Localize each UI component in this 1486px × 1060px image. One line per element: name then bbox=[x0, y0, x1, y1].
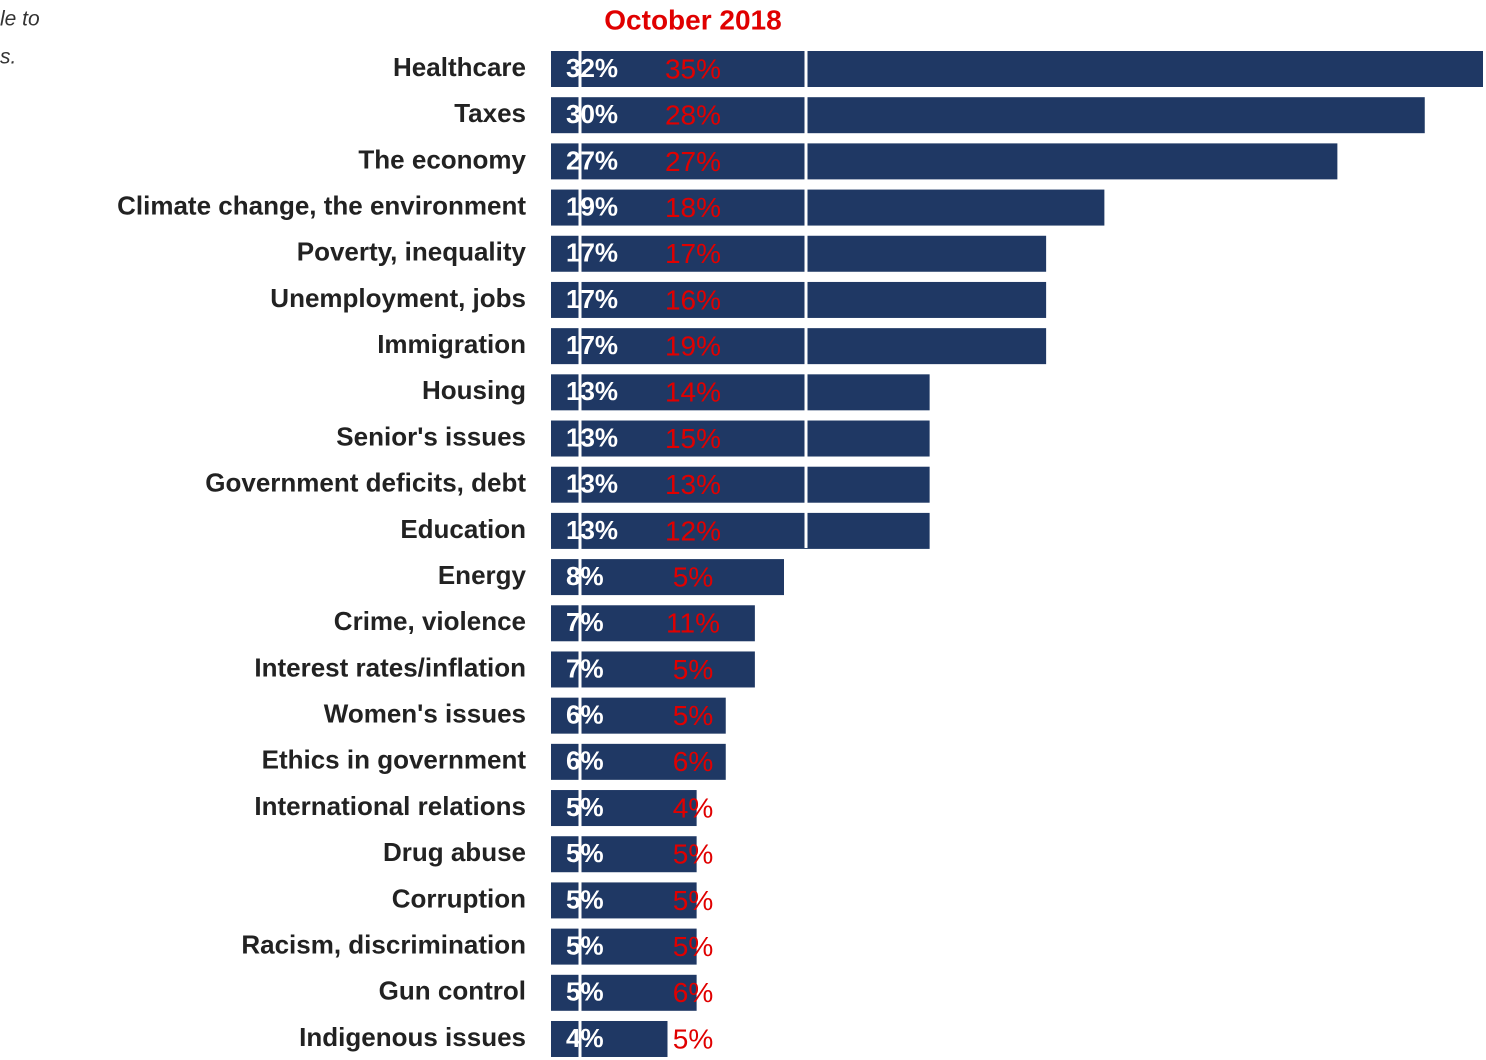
category-label: International relations bbox=[254, 791, 526, 821]
value-label: 13% bbox=[566, 422, 618, 452]
bar bbox=[551, 420, 930, 457]
bar bbox=[551, 51, 1483, 87]
value-label: 5% bbox=[566, 792, 604, 822]
category-label: Women's issues bbox=[324, 699, 526, 729]
comparison-label: 5% bbox=[673, 1023, 713, 1054]
comparison-label: 13% bbox=[665, 469, 721, 500]
comparison-label: 5% bbox=[673, 931, 713, 962]
value-label: 6% bbox=[566, 746, 604, 776]
value-label: 6% bbox=[566, 700, 604, 730]
value-label: 5% bbox=[566, 930, 604, 960]
bar bbox=[551, 143, 1338, 180]
comparison-label: 28% bbox=[665, 100, 721, 131]
comparison-label: 5% bbox=[673, 885, 713, 916]
value-label: 5% bbox=[566, 977, 604, 1007]
category-label: Ethics in government bbox=[262, 745, 527, 775]
value-label: 17% bbox=[566, 284, 618, 314]
category-label: Healthcare bbox=[393, 52, 526, 82]
value-label: 13% bbox=[566, 376, 618, 406]
note: le to bbox=[0, 8, 40, 31]
category-label: Education bbox=[400, 514, 526, 544]
value-label: 30% bbox=[566, 99, 618, 129]
category-label: Racism, discrimination bbox=[241, 929, 526, 959]
category-label: Government deficits, debt bbox=[205, 468, 526, 498]
category-label: Interest rates/inflation bbox=[254, 652, 526, 682]
comparison-label: 35% bbox=[665, 53, 721, 84]
category-label: Taxes bbox=[454, 98, 526, 128]
comparison-label: 5% bbox=[673, 839, 713, 870]
note: s. bbox=[0, 46, 16, 69]
bar bbox=[551, 281, 1047, 318]
bar bbox=[551, 189, 1105, 226]
value-label: 17% bbox=[566, 238, 618, 268]
category-label: Energy bbox=[438, 560, 527, 590]
comparison-label: 5% bbox=[673, 700, 713, 731]
category-label: Immigration bbox=[377, 329, 526, 359]
category-label: Indigenous issues bbox=[299, 1022, 526, 1052]
bar bbox=[551, 974, 697, 1011]
category-label: Corruption bbox=[392, 883, 526, 913]
value-label: 5% bbox=[566, 884, 604, 914]
category-label: Poverty, inequality bbox=[297, 237, 527, 267]
comparison-label: 5% bbox=[673, 654, 713, 685]
labels: Healthcare 32% 35% Taxes 30% 28% The economy 27… bbox=[117, 52, 721, 1055]
comparison-label: 12% bbox=[665, 515, 721, 546]
value-label: 19% bbox=[566, 191, 618, 221]
comparison-label: 18% bbox=[665, 192, 721, 223]
comparison-label: 17% bbox=[665, 238, 721, 269]
value-label: 8% bbox=[566, 561, 604, 591]
comparison-label: 27% bbox=[665, 146, 721, 177]
bar bbox=[551, 235, 1047, 272]
bar bbox=[551, 605, 755, 642]
category-label: The economy bbox=[358, 144, 526, 174]
bar bbox=[551, 928, 697, 965]
value-label: 32% bbox=[566, 53, 618, 83]
comparison-label: 16% bbox=[665, 284, 721, 315]
value-label: 5% bbox=[566, 838, 604, 868]
value-label: 13% bbox=[566, 515, 618, 545]
overlay bbox=[578, 46, 808, 1058]
bar bbox=[551, 790, 697, 827]
bars bbox=[551, 51, 1483, 1057]
comparison-label: 14% bbox=[665, 377, 721, 408]
comparison-label: 4% bbox=[673, 792, 713, 823]
comparison-label: 11% bbox=[666, 608, 720, 639]
bar bbox=[551, 97, 1425, 134]
category-label: Drug abuse bbox=[383, 837, 526, 867]
bar bbox=[551, 374, 930, 411]
legend-label: October 2018 bbox=[604, 4, 781, 35]
bar bbox=[551, 466, 930, 503]
bar bbox=[551, 836, 697, 873]
category-label: Crime, violence bbox=[334, 606, 526, 636]
bar bbox=[551, 651, 755, 688]
category-label: Climate change, the environment bbox=[117, 190, 526, 220]
value-label: 7% bbox=[566, 607, 604, 637]
comparison-label: 15% bbox=[665, 423, 721, 454]
value-label: 7% bbox=[566, 653, 604, 683]
comparison-label: 19% bbox=[665, 331, 721, 362]
bar bbox=[551, 512, 930, 549]
category-label: Gun control bbox=[379, 976, 526, 1006]
category-label: Senior's issues bbox=[336, 421, 526, 451]
comparison-label: 5% bbox=[673, 561, 713, 592]
bar bbox=[551, 328, 1047, 365]
category-label: Housing bbox=[422, 375, 526, 405]
value-label: 13% bbox=[566, 469, 618, 499]
value-label: 17% bbox=[566, 330, 618, 360]
bar bbox=[551, 882, 697, 919]
category-label: Unemployment, jobs bbox=[270, 283, 526, 313]
comparison-label: 6% bbox=[673, 977, 713, 1008]
bar bbox=[551, 559, 784, 596]
value-label: 27% bbox=[566, 145, 618, 175]
bar bbox=[551, 1020, 668, 1057]
comparison-label: 6% bbox=[673, 746, 713, 777]
value-label: 4% bbox=[566, 1023, 604, 1053]
